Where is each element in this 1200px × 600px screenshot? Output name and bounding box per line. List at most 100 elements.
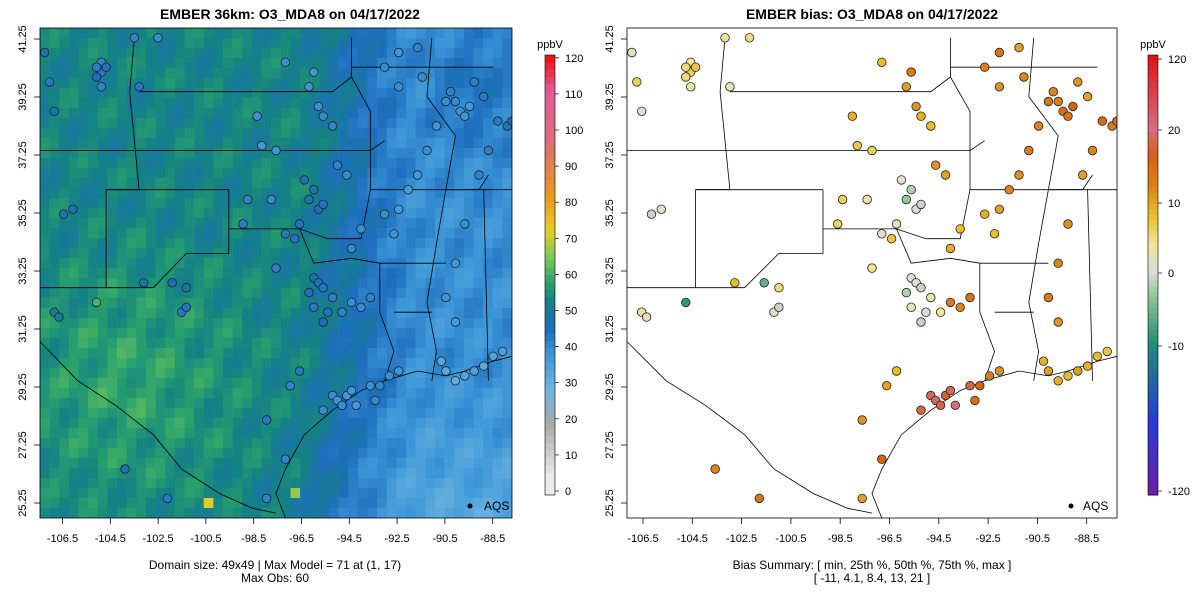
grid-cell [434, 268, 445, 279]
grid-cell [117, 48, 127, 59]
colorbar-swatch [1148, 407, 1158, 413]
grid-cell [396, 148, 407, 159]
colorbar-swatch [1148, 484, 1158, 490]
grid-cell [78, 208, 89, 219]
grid-cell [406, 178, 416, 189]
grid-cell [492, 508, 503, 518]
aqs-site [422, 145, 432, 156]
grid-cell [203, 48, 214, 59]
grid-cell [309, 88, 320, 99]
grid-cell [251, 458, 262, 469]
grid-cell [136, 238, 147, 249]
grid-cell [145, 288, 156, 299]
colorbar-swatch [545, 348, 555, 357]
aqs-site [1073, 366, 1083, 376]
colorbar-swatch [545, 121, 555, 129]
grid-cell [136, 338, 147, 349]
grid-cell [126, 288, 137, 299]
colorbar-swatch [1148, 60, 1158, 67]
grid-cell [290, 438, 301, 449]
grid-cell [242, 68, 253, 79]
grid-cell [492, 48, 503, 59]
grid-cell [68, 438, 79, 449]
grid-cell [203, 448, 214, 459]
grid-cell [357, 118, 368, 129]
grid-cell [396, 118, 407, 129]
grid-cell [213, 338, 224, 349]
grid-cell [261, 188, 272, 199]
grid-cell [136, 328, 147, 339]
grid-cell [155, 458, 166, 469]
grid-cell [223, 358, 233, 369]
grid-cell [492, 348, 503, 359]
grid-cell [117, 88, 127, 99]
grid-cell [300, 118, 311, 129]
grid-cell [203, 328, 214, 339]
grid-cell [357, 498, 368, 509]
grid-cell [88, 308, 99, 319]
colorbar-swatch [1148, 66, 1158, 72]
colorbar-swatch [545, 304, 555, 313]
grid-cell [49, 208, 60, 219]
bias-summary-label: Bias Summary: [ min, 25th %, 50th %, 75t… [732, 558, 1012, 572]
grid-cell [319, 238, 330, 249]
grid-cell [328, 128, 339, 139]
grid-cell [357, 508, 368, 518]
grid-cell [483, 208, 494, 219]
grid-cell [377, 318, 388, 329]
grid-cell [290, 478, 301, 489]
grid-cell [136, 218, 147, 229]
aqs-site [365, 292, 376, 303]
grid-cell [367, 368, 378, 379]
grid-cell [40, 468, 50, 479]
grid-cell [300, 308, 311, 319]
grid-cell [463, 458, 474, 469]
grid-cell [483, 38, 494, 49]
grid-cell [213, 388, 224, 399]
grid-cell [290, 38, 301, 49]
grid-cell [386, 488, 397, 499]
grid-cell [203, 198, 214, 209]
grid-cell [502, 268, 512, 279]
colorbar-swatch [1148, 440, 1158, 446]
aqs-site [847, 111, 858, 121]
grid-cell [261, 48, 272, 59]
grid-cell [40, 428, 50, 439]
grid-cell [49, 228, 60, 239]
grid-cell [232, 228, 243, 239]
grid-cell [434, 288, 445, 299]
grid-cell [309, 118, 320, 129]
grid-cell [406, 338, 416, 349]
grid-cell [213, 478, 224, 489]
grid-cell [338, 258, 349, 269]
grid-cell [184, 508, 195, 518]
grid-cell [502, 98, 512, 109]
grid-cell [319, 298, 330, 309]
grid-cell [454, 168, 465, 179]
grid-cell [309, 108, 320, 119]
grid-cell [40, 398, 50, 409]
grid-cell [309, 348, 320, 359]
grid-cell [367, 478, 378, 489]
grid-cell [261, 298, 272, 309]
grid-cell [40, 328, 50, 339]
grid-cell [319, 248, 330, 259]
aqs-site [877, 57, 887, 68]
grid-cell [502, 228, 512, 239]
grid-cell [232, 498, 243, 509]
grid-cell [357, 468, 368, 479]
grid-cell [251, 218, 262, 229]
grid-cell [444, 348, 455, 359]
grid-cell [367, 468, 378, 479]
grid-cell [97, 178, 108, 189]
grid-cell [434, 158, 445, 169]
grid-cell [136, 488, 147, 499]
grid-cell [213, 28, 224, 39]
grid-cell [223, 28, 233, 39]
aqs-site [1043, 366, 1054, 376]
grid-cell [242, 288, 253, 299]
grid-cell [473, 398, 484, 409]
grid-cell [406, 358, 416, 369]
grid-cell [78, 258, 89, 269]
grid-cell [232, 258, 243, 269]
